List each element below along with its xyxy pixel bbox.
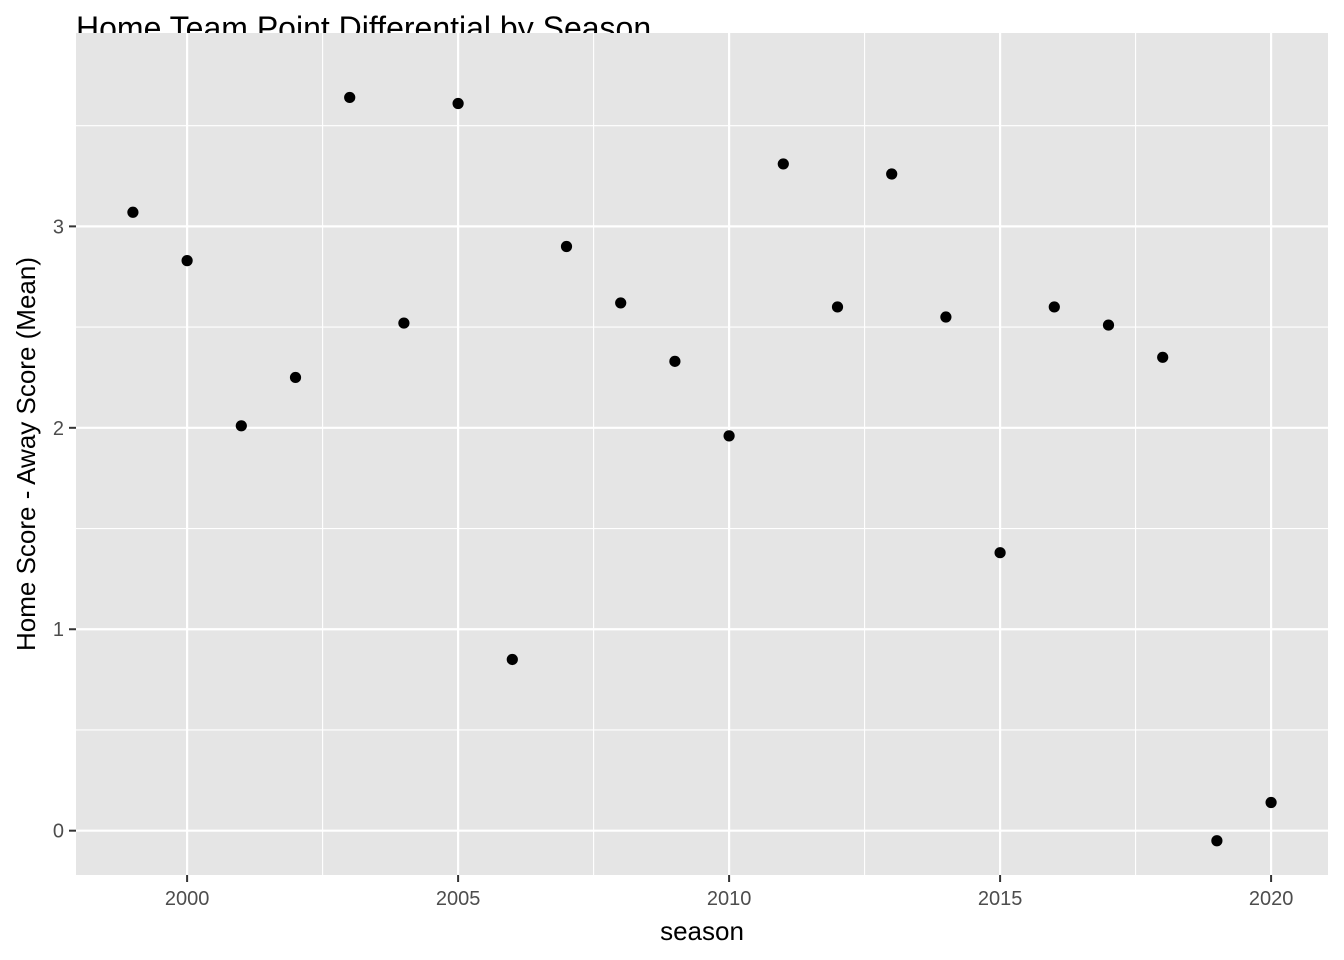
data-point	[398, 317, 410, 329]
minor-gridlines	[76, 33, 1328, 875]
data-point	[669, 355, 681, 367]
data-point	[127, 206, 139, 218]
x-tick-label: 2015	[978, 888, 1023, 910]
x-axis-ticks: 2000 2005 2010 2015 2020	[165, 875, 1293, 910]
data-point	[1211, 835, 1223, 847]
data-point	[344, 91, 356, 104]
data-point	[235, 420, 247, 432]
y-tick-label: 3	[53, 216, 64, 238]
data-point	[777, 158, 789, 170]
data-point	[723, 430, 735, 442]
y-tick-label: 2	[53, 418, 64, 440]
data-point	[615, 297, 627, 309]
data-point	[560, 240, 573, 253]
data-point	[886, 168, 898, 180]
y-tick-label: 0	[53, 821, 64, 843]
data-point	[831, 301, 844, 313]
data-point	[506, 653, 518, 666]
x-tick-label: 2005	[436, 888, 481, 910]
data-point	[1157, 351, 1169, 363]
data-points	[127, 91, 1277, 847]
y-tick-label: 1	[53, 619, 64, 641]
x-tick-label: 2010	[707, 888, 752, 910]
major-gridlines	[76, 33, 1328, 875]
data-point	[452, 97, 464, 110]
data-point	[1102, 319, 1115, 331]
plot-panel	[76, 33, 1328, 875]
data-point	[994, 547, 1006, 559]
data-point	[181, 255, 193, 267]
x-tick-label: 2000	[165, 888, 210, 910]
y-axis-ticks: 0 1 2 3	[53, 216, 76, 843]
data-point	[289, 371, 302, 384]
data-point	[1048, 301, 1060, 313]
data-point	[1265, 796, 1277, 809]
x-axis-title: season	[660, 916, 744, 946]
x-tick-label: 2020	[1249, 888, 1294, 910]
y-axis-title: Home Score - Away Score (Mean)	[11, 257, 41, 651]
data-point	[940, 311, 952, 323]
